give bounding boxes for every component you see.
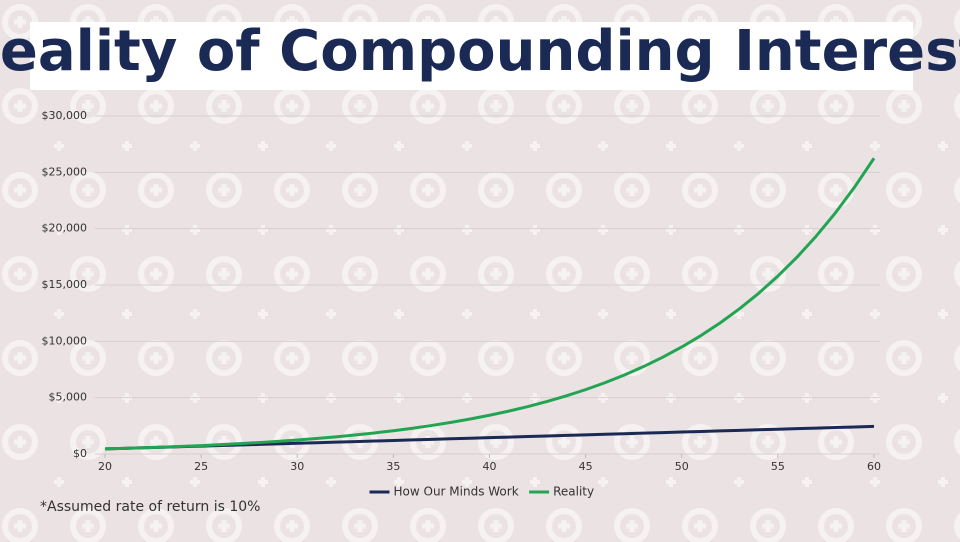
y-tick-label: $25,000: [42, 165, 88, 178]
chart-title: Reality of Compounding Interest: [0, 19, 960, 84]
legend-label: How Our Minds Work: [394, 485, 519, 499]
y-tick-label: $0: [73, 447, 87, 460]
x-tick-label: 30: [290, 460, 304, 473]
series-line: [104, 157, 876, 451]
legend-label: Reality: [553, 485, 594, 499]
x-tick-label: 35: [386, 460, 400, 473]
title-box: [30, 22, 913, 90]
x-tick-label: 40: [483, 460, 497, 473]
y-tick-label: $30,000: [42, 109, 88, 122]
x-tick-label: 45: [579, 460, 593, 473]
x-tick-label: 50: [675, 460, 689, 473]
x-tick-label: 60: [867, 460, 881, 473]
y-tick-label: $5,000: [49, 391, 88, 404]
footnote: *Assumed rate of return is 10%: [40, 499, 260, 515]
x-tick-label: 55: [771, 460, 785, 473]
y-tick-label: $10,000: [42, 334, 88, 347]
y-tick-label: $20,000: [42, 222, 88, 235]
y-tick-label: $15,000: [42, 278, 88, 291]
x-tick-label: 25: [194, 460, 208, 473]
x-tick-label: 20: [98, 460, 112, 473]
